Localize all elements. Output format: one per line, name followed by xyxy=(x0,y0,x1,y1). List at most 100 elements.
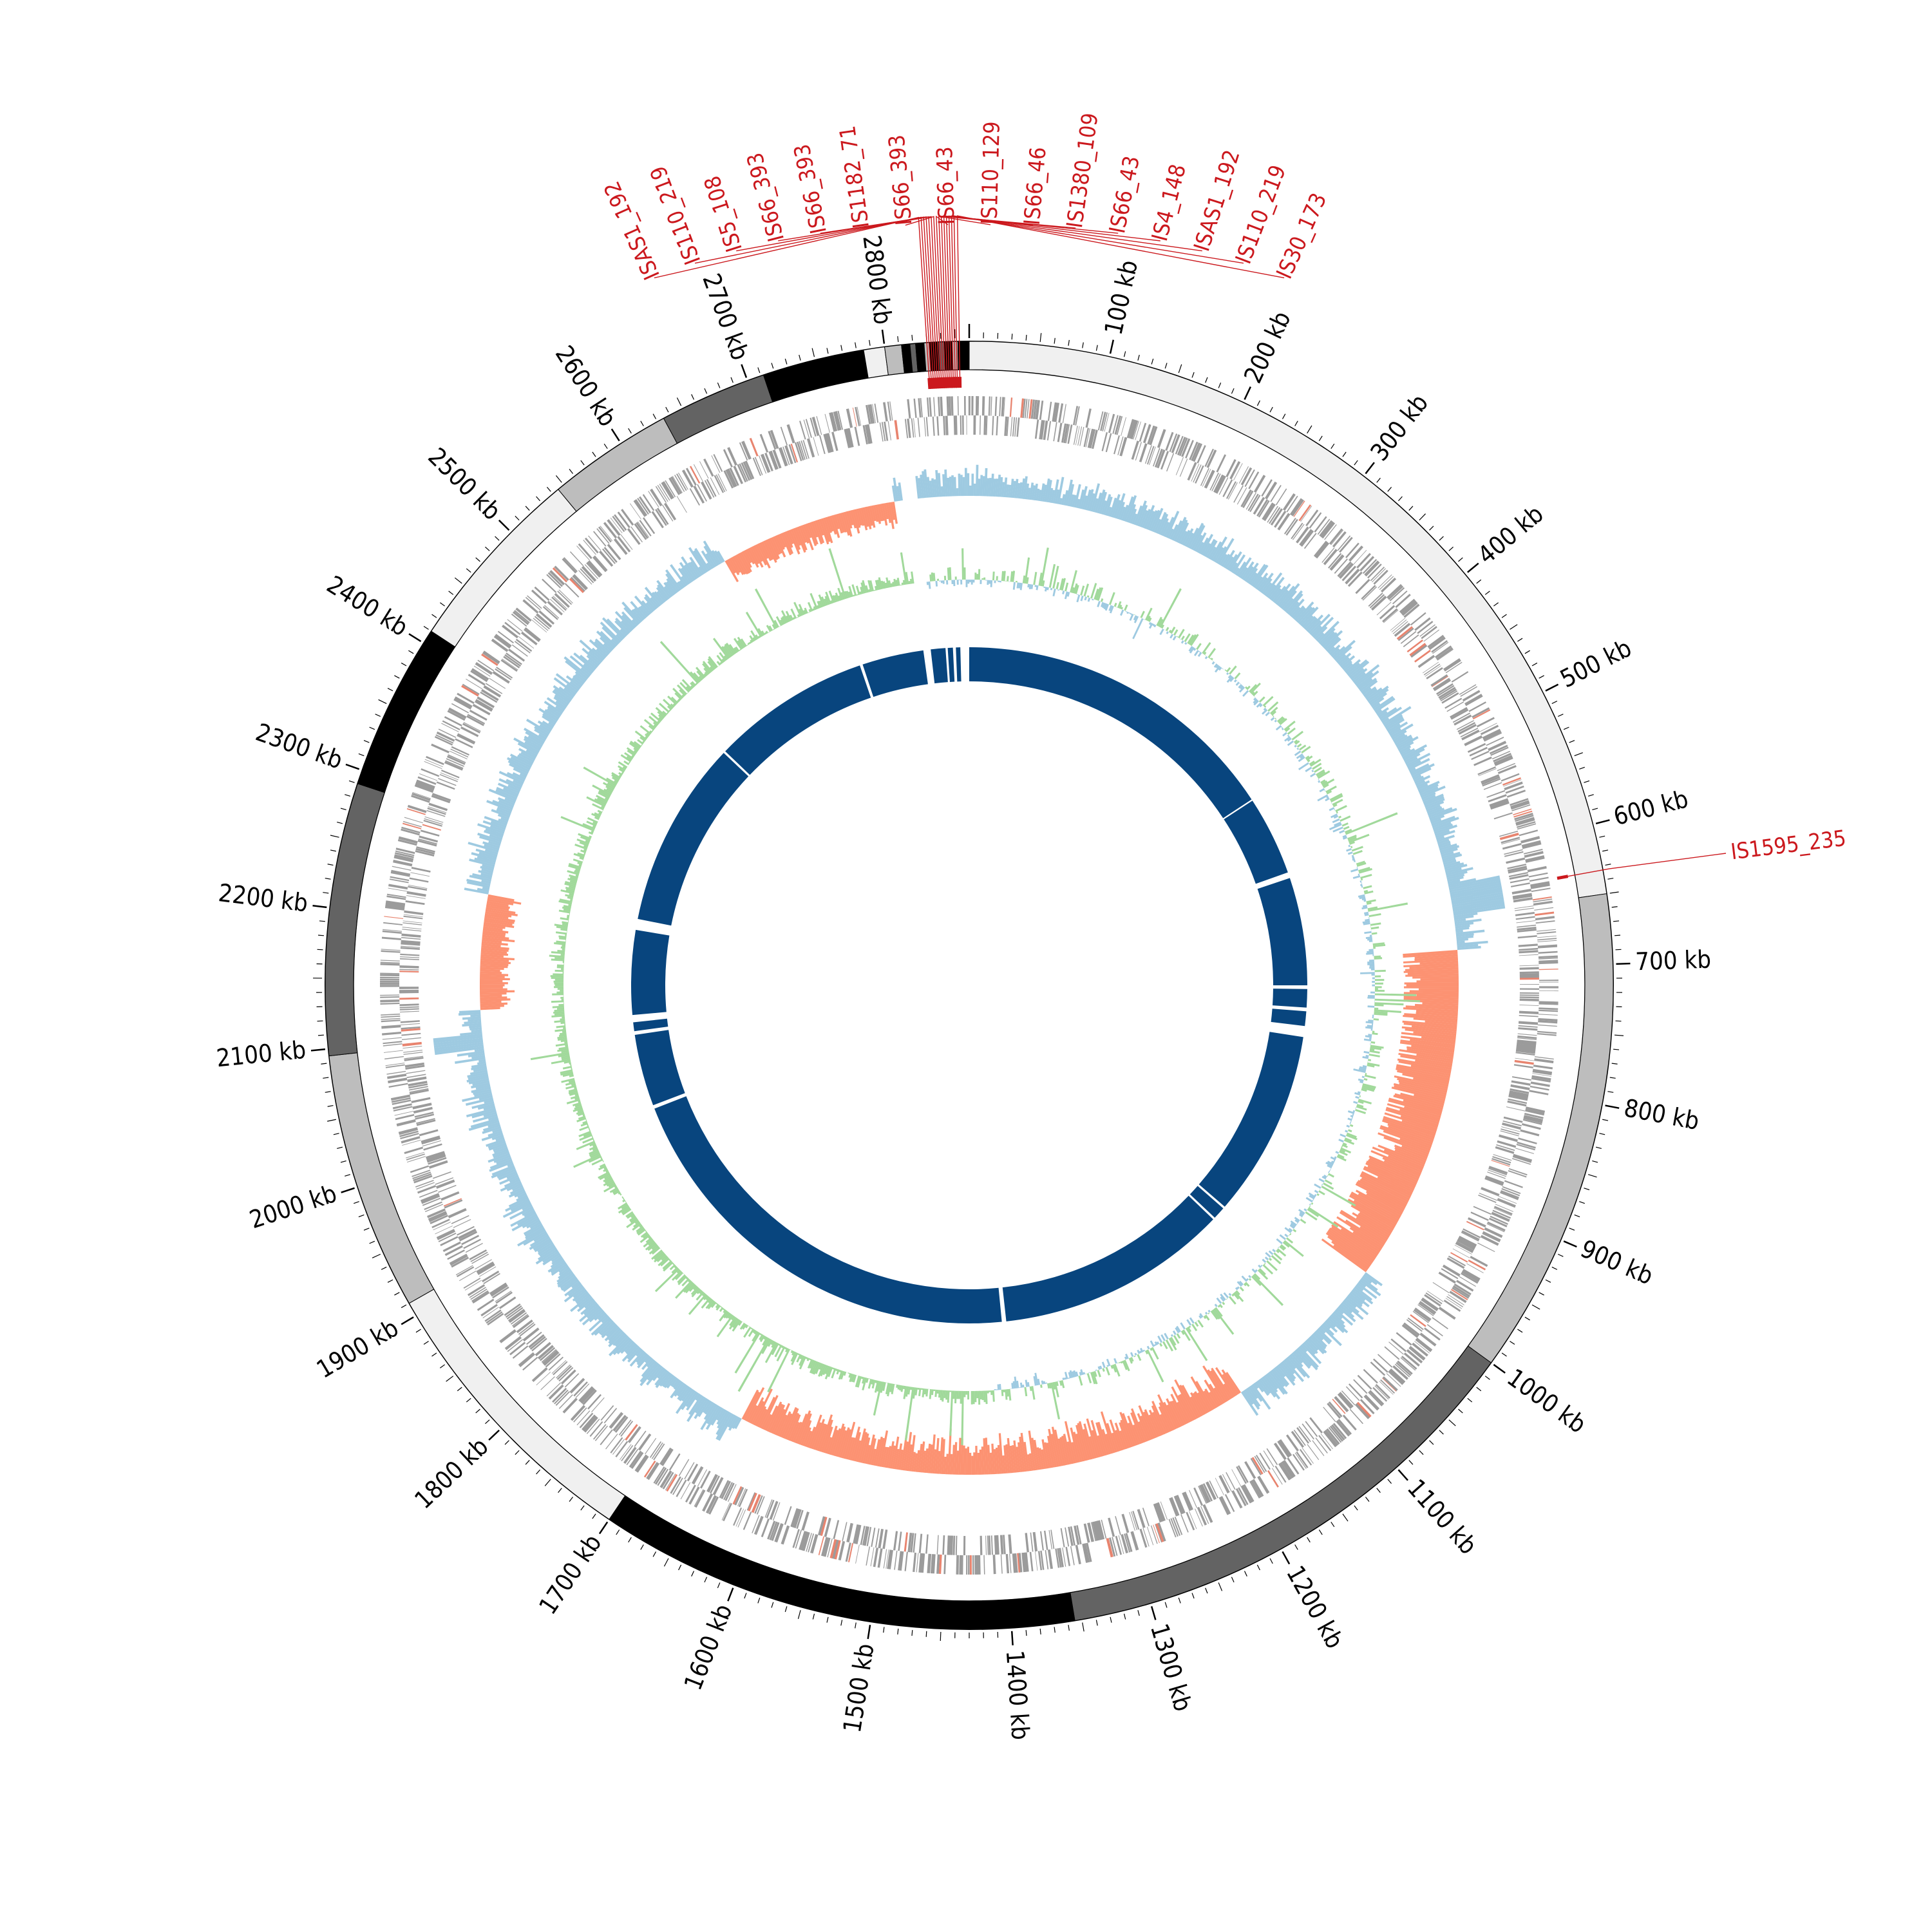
gc-skew-bar xyxy=(994,580,996,583)
gc-content-bar xyxy=(488,840,501,847)
gc-skew-bar xyxy=(824,598,828,606)
gc-skew-bar xyxy=(701,1297,712,1309)
cds-feature xyxy=(1539,1009,1558,1012)
cds-feature xyxy=(408,886,428,891)
gc-skew-bar xyxy=(824,1365,830,1375)
gc-content-bar xyxy=(799,526,807,544)
cds-feature xyxy=(1462,1269,1481,1281)
gc-skew-bar xyxy=(762,1336,768,1346)
cds-feature xyxy=(662,504,674,522)
gc-skew-bar xyxy=(1188,646,1193,652)
gc-skew-bar xyxy=(772,624,777,630)
cds-feature xyxy=(1142,1508,1150,1527)
gc-content-bar xyxy=(627,1347,642,1363)
cds-feature xyxy=(1455,1241,1474,1253)
gc-content-bar xyxy=(542,1251,560,1263)
gc-skew-bar xyxy=(1120,609,1124,616)
gc-content-bar xyxy=(615,634,623,641)
gc-skew-bar xyxy=(618,1191,621,1195)
gc-skew-bar xyxy=(1045,1382,1048,1384)
cds-feature xyxy=(1539,957,1558,960)
gc-content-bar xyxy=(886,502,892,524)
gc-content-bar xyxy=(1413,775,1425,782)
gc-skew-bar xyxy=(820,596,827,607)
cds-feature xyxy=(615,1441,629,1457)
gc-content-bar xyxy=(1421,791,1436,800)
cds-feature xyxy=(625,1424,638,1441)
gc-skew-bar xyxy=(1294,744,1297,748)
cds-feature xyxy=(576,1410,591,1426)
gc-skew-bar xyxy=(1253,697,1257,701)
gc-skew-bar xyxy=(985,1390,988,1405)
gc-content-bar xyxy=(504,797,516,804)
cds-feature xyxy=(871,1528,876,1548)
gc-content-bar xyxy=(482,939,502,943)
cds-feature xyxy=(381,1025,401,1029)
gc-content-bar xyxy=(779,533,786,548)
gc-content-bar xyxy=(612,1337,630,1356)
gc-skew-bar xyxy=(598,1165,607,1171)
cds-feature xyxy=(441,723,459,732)
gc-content-bar xyxy=(507,760,530,773)
cds-feature xyxy=(819,435,826,455)
gc-skew-bar xyxy=(1210,658,1213,661)
cds-feature xyxy=(390,876,410,882)
gc-skew-bar xyxy=(681,679,693,690)
gc-content-bar xyxy=(1206,540,1218,558)
cds-feature xyxy=(380,996,400,998)
gc-content-bar xyxy=(526,719,551,735)
cds-feature xyxy=(381,936,402,940)
gc-content-bar xyxy=(1399,1048,1454,1059)
gc-skew-bar xyxy=(674,1265,677,1269)
cds-feature xyxy=(422,1140,441,1147)
gc-skew-bar xyxy=(831,1368,837,1379)
minor-tick xyxy=(1054,1627,1056,1633)
gc-content-bar xyxy=(486,900,509,907)
gc-content-bar xyxy=(1401,1145,1428,1157)
gc-skew-bar xyxy=(705,1299,714,1309)
cds-feature xyxy=(379,985,400,987)
cds-feature xyxy=(404,1062,424,1068)
gc-skew-bar xyxy=(612,1188,620,1194)
cds-feature xyxy=(451,1215,469,1224)
gc-content-bar xyxy=(1394,1093,1444,1108)
gc-content-bar xyxy=(1094,492,1103,513)
gc-content-bar xyxy=(513,779,524,786)
cds-feature xyxy=(614,1416,629,1433)
gc-skew-bar xyxy=(931,572,934,582)
gc-skew-bar xyxy=(645,1230,647,1233)
gc-content-bar xyxy=(1071,1442,1078,1463)
gc-content-bar xyxy=(462,1016,481,1020)
gc-skew-bar xyxy=(579,1134,592,1141)
gc-content-bar xyxy=(1163,516,1175,537)
gc-content-bar xyxy=(589,639,609,657)
gc-content-bar xyxy=(524,728,546,742)
gc-content-bar xyxy=(1285,1357,1296,1370)
cds-feature xyxy=(401,1028,421,1032)
gc-skew-bar xyxy=(1370,968,1375,971)
gc-content-bar xyxy=(491,809,511,818)
cds-feature xyxy=(1403,634,1419,647)
cds-feature xyxy=(440,770,460,779)
cds-feature xyxy=(1530,883,1550,889)
gc-content-bar xyxy=(560,1275,577,1289)
cds-feature xyxy=(1423,629,1439,642)
gc-skew-bar xyxy=(582,1137,594,1144)
gc-skew-bar xyxy=(1316,771,1326,778)
gc-content-bar xyxy=(1382,1117,1435,1137)
cds-feature xyxy=(435,1177,454,1185)
cds-feature xyxy=(936,1535,939,1555)
cds-feature xyxy=(907,1532,913,1553)
cds-feature xyxy=(1451,671,1469,683)
cds-feature xyxy=(462,683,480,695)
cds-feature xyxy=(412,1170,431,1177)
cds-feature xyxy=(1012,1553,1016,1573)
gc-content-bar xyxy=(1398,1080,1448,1094)
gc-skew-bar xyxy=(819,600,823,608)
cds-feature xyxy=(688,1486,700,1505)
cds-feature xyxy=(413,1106,433,1114)
gc-content-bar xyxy=(1241,561,1255,580)
gc-content-bar xyxy=(480,990,515,993)
cds-feature xyxy=(1309,512,1322,529)
gc-skew-bar xyxy=(626,755,632,761)
